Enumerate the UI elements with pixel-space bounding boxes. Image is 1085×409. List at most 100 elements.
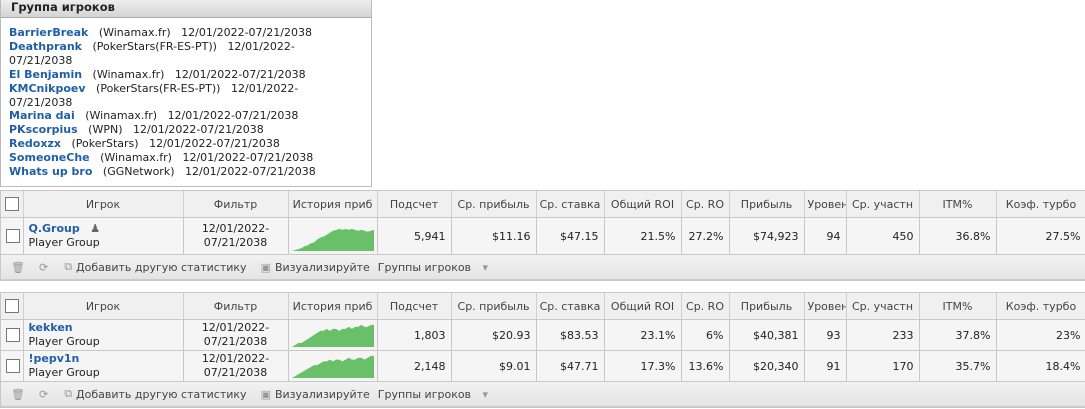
group-type: Player Group [28, 335, 100, 348]
column-header[interactable]: Коэф. турбо [996, 191, 1085, 218]
player-link[interactable]: KMCnikpoev [9, 81, 86, 95]
player-site: (PokerStars) [71, 137, 139, 151]
sparkline-area [291, 324, 374, 347]
group-name-link[interactable]: !pepv1n [28, 352, 80, 365]
column-header[interactable]: Подсчет [377, 191, 452, 218]
stats-table: Игрок Фильтр История приб Подсчет Ср. прибыл… [0, 292, 1085, 408]
group-type: Player Group [28, 236, 100, 249]
filter-end: 07/21/2038 [203, 366, 268, 379]
visualize-button[interactable]: Визуализируйте [274, 387, 370, 401]
column-header[interactable]: Уровень [804, 191, 847, 218]
player-list-item: Marina dai (Winamax.fr) 12/01/2022-07/21… [9, 109, 349, 123]
cell-profit: $74,923 [729, 217, 805, 255]
row-checkbox[interactable] [1, 350, 24, 382]
column-header[interactable]: Прибыль [729, 191, 805, 218]
column-header[interactable]: ITM% [919, 293, 997, 320]
table-row[interactable]: kekken Player Group 12/01/2022- 07/21/2038… [1, 319, 1085, 351]
column-header[interactable]: Игрок [23, 293, 184, 320]
player-groups-dropdown[interactable]: Группы игроков ▾ [378, 388, 496, 401]
row-checkbox[interactable] [1, 217, 24, 255]
column-header[interactable]: ITM% [919, 191, 997, 218]
player-group-panel: Группа игроков BarrierBreak (Winamax.fr)… [0, 0, 372, 187]
player-site: (PokerStars(FR-ES-PT)) [92, 39, 217, 53]
cell-level: 91 [804, 350, 847, 382]
player-link[interactable]: Deathprank [9, 39, 82, 53]
chevron-down-icon: ▾ [482, 387, 489, 401]
player-range: 12/01/2022-07/21/2038 [149, 137, 280, 151]
sparkline-area [291, 355, 374, 378]
group-name-link[interactable]: Q.Group [28, 222, 80, 235]
header-row: Игрок Фильтр История приб Подсчет Ср. прибыл… [1, 191, 1085, 218]
column-header[interactable]: Ср. RO [681, 191, 730, 218]
player-site: (Winamax.fr) [98, 26, 171, 39]
column-header[interactable]: История приб [288, 293, 378, 320]
player-groups-label: Группы игроков [377, 260, 472, 274]
player-range: 12/01/2022-07/21/2038 [9, 39, 295, 67]
add-stat-button[interactable]: Добавить другую статистику [76, 387, 247, 401]
sparkline-area [291, 228, 374, 251]
cell-profit: $20,340 [729, 350, 805, 382]
add-stat-icon[interactable]: ⧉ [64, 260, 73, 273]
player-site: (Winamax.fr) [92, 67, 165, 81]
table-row[interactable]: !pepv1n Player Group 12/01/2022- 07/21/203… [1, 350, 1085, 382]
player-groups-dropdown[interactable]: Группы игроков ▾ [378, 261, 496, 274]
group-name-link[interactable]: kekken [28, 321, 73, 334]
trash-icon[interactable]: 🗑 [11, 387, 25, 401]
column-header[interactable]: Подсчет [377, 293, 452, 320]
refresh-icon[interactable]: ⟳ [38, 260, 49, 274]
column-header[interactable]: Ср. прибыль [451, 293, 537, 320]
player-link[interactable]: SomeoneChe [9, 151, 90, 165]
cell-count: 2,148 [377, 350, 452, 382]
cell-avg-entrants: 233 [846, 319, 920, 351]
column-header[interactable]: Уровень [804, 293, 847, 320]
player-link[interactable]: BarrierBreak [9, 26, 89, 39]
column-header[interactable]: Коэф. турбо [996, 293, 1085, 320]
image-icon: ▣ [260, 260, 271, 274]
header-row: Игрок Фильтр История приб Подсчет Ср. прибыл… [1, 293, 1085, 320]
visualize-button[interactable]: Визуализируйте [274, 260, 370, 274]
player-link[interactable]: Redoxzx [9, 137, 61, 151]
player-link[interactable]: Whats up bro [9, 165, 93, 179]
table-row[interactable]: Q.Group ♟ Player Group 12/01/2022- 07/21/2… [1, 217, 1085, 255]
column-header[interactable]: Фильтр [183, 191, 289, 218]
player-link[interactable]: El Benjamin [9, 67, 83, 81]
panel-title: Группа игроков [1, 0, 371, 18]
column-header[interactable]: Ср. участн [846, 293, 920, 320]
column-header[interactable]: Ср. прибыль [451, 191, 537, 218]
profit-sparkline [291, 355, 374, 378]
cell-avg-profit: $20.93 [451, 319, 537, 351]
select-all-checkbox[interactable] [1, 293, 24, 320]
player-range: 12/01/2022-07/21/2038 [182, 151, 314, 165]
trash-icon[interactable]: 🗑 [11, 260, 25, 274]
player-link[interactable]: PKscorpius [9, 123, 78, 137]
add-stat-button[interactable]: Добавить другую статистику [76, 260, 247, 274]
player-range: 12/01/2022-07/21/2038 [174, 67, 306, 81]
player-range: 12/01/2022-07/21/2038 [133, 123, 264, 137]
player-site: (PokerStars(FR-ES-PT)) [96, 81, 221, 95]
column-header[interactable]: Ср. ставка [536, 293, 605, 320]
column-header[interactable]: Игрок [23, 191, 184, 218]
column-header[interactable]: История приб [288, 191, 378, 218]
column-header[interactable]: Ср. ставка [536, 191, 605, 218]
cell-roi: 17.3% [604, 350, 682, 382]
player-list-item: PKscorpius (WPN) 12/01/2022-07/21/2038 [9, 123, 349, 137]
cell-avg-profit: $11.16 [451, 217, 537, 255]
filter-start: 12/01/2022- [201, 321, 270, 334]
column-header[interactable]: Общий ROI [604, 293, 682, 320]
player-range: 12/01/2022-07/21/2038 [9, 81, 299, 109]
select-all-checkbox[interactable] [1, 191, 24, 218]
column-header[interactable]: Ср. участн [846, 191, 920, 218]
add-stat-icon[interactable]: ⧉ [64, 387, 73, 400]
group-icon: ♟ [90, 222, 101, 235]
row-checkbox[interactable] [1, 319, 24, 351]
player-list-item: El Benjamin (Winamax.fr) 12/01/2022-07/2… [9, 68, 349, 82]
column-header[interactable]: Прибыль [729, 293, 805, 320]
player-list-item: Redoxzx (PokerStars) 12/01/2022-07/21/20… [9, 137, 349, 151]
column-header[interactable]: Общий ROI [604, 191, 682, 218]
player-link[interactable]: Marina dai [9, 109, 75, 123]
player-site: (Winamax.fr) [100, 151, 172, 165]
refresh-icon[interactable]: ⟳ [38, 387, 49, 401]
column-header[interactable]: Ср. RO [681, 293, 730, 320]
filter-end: 07/21/2038 [203, 335, 268, 348]
column-header[interactable]: Фильтр [183, 293, 289, 320]
